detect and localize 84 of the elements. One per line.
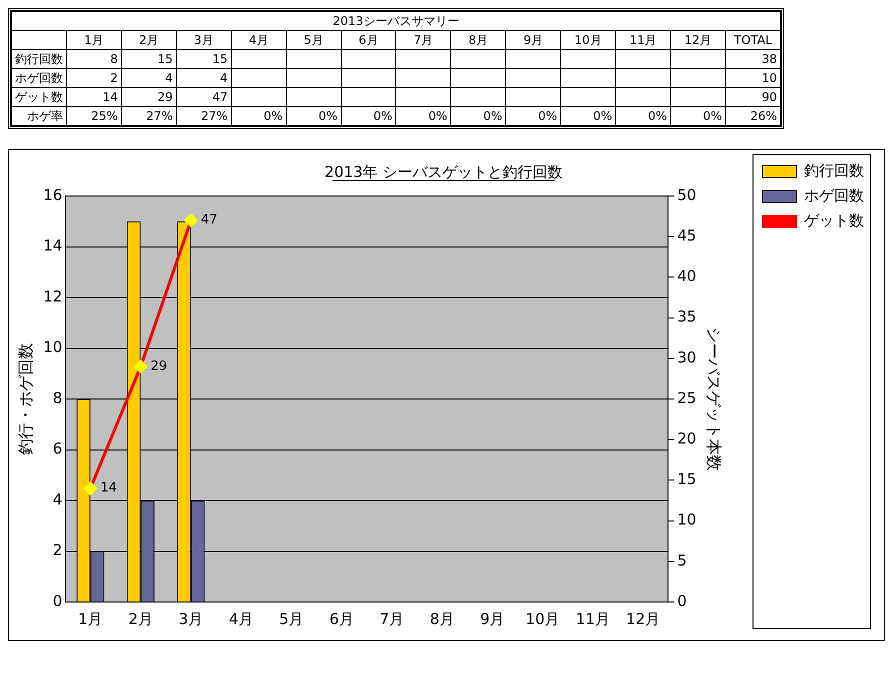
x-tick-label: 12月 [626, 610, 660, 628]
y2-tick-label: 40 [677, 267, 696, 286]
data-label: 26% [725, 106, 780, 126]
data-label: 0% [450, 106, 506, 126]
chart-title: 2013シーバスサマリー [12, 12, 780, 30]
x-tick-label: 8月 [430, 610, 454, 628]
y2-tick-label: 35 [677, 308, 696, 326]
data-label: 0% [670, 106, 726, 126]
y-tick-label: 2 [52, 541, 62, 560]
y-tick-label: 釣行回数 [12, 50, 66, 68]
x-tick-label: 3月 [178, 610, 204, 628]
x-tick-label: 5月 [286, 30, 342, 50]
x-tick-label: 1月 [66, 30, 122, 50]
y2-tick-label: 50 [677, 186, 696, 204]
data-label: 0% [506, 106, 561, 126]
x-tick-label: 9月 [480, 610, 505, 628]
data-label: 15 [176, 50, 232, 68]
data-label: 0% [396, 106, 451, 126]
data-label: 4 [121, 68, 176, 88]
y-tick-label: 12 [43, 287, 62, 306]
y-tick-label: ホゲ回数 [12, 68, 66, 88]
data-label: 29 [150, 358, 168, 374]
y-tick-label: 10 [43, 338, 62, 356]
x-tick-label: 3月 [176, 30, 232, 50]
x-tick-label: 12月 [670, 30, 726, 50]
y2-tick-label: 5 [677, 551, 687, 570]
data-label: 0% [616, 106, 671, 126]
x-tick-label: 10月 [560, 30, 616, 50]
y2-tick-label: 15 [677, 470, 696, 488]
y2-tick-label: 10 [677, 510, 696, 529]
y2-tick-label: 20 [677, 429, 696, 448]
x-tick-label: 7月 [380, 610, 404, 628]
data-label: 27% [176, 106, 232, 126]
chart-title: 2013年 シーバスゲットと釣行回数 [324, 162, 562, 181]
y2-tick-label: 0 [677, 592, 687, 610]
y-tick-label: ホゲ率 [12, 106, 66, 126]
legend-label: 釣行回数 [804, 161, 864, 180]
x-tick-label: 2月 [121, 30, 176, 50]
y-tick-label: 8 [52, 388, 62, 407]
data-label: 4 [176, 68, 232, 88]
y-axis-title: 釣行・ホゲ回数 [16, 343, 35, 455]
legend-label: ゲット数 [804, 211, 864, 230]
y2-axis-title: シーバスゲット本数 [704, 327, 724, 471]
data-label: 0% [286, 106, 342, 126]
y-tick-label: 6 [52, 440, 62, 458]
y2-tick-label: 30 [677, 348, 696, 366]
data-label: 8 [66, 50, 122, 68]
data-label: 90 [725, 88, 780, 106]
x-tick-label: 10月 [526, 610, 560, 628]
x-tick-label: 9月 [506, 30, 561, 50]
data-label: 0% [560, 106, 616, 126]
data-label: 47 [200, 212, 218, 228]
data-label: 25% [66, 106, 122, 126]
data-label: 2 [66, 68, 122, 88]
data-label: 15 [121, 50, 176, 68]
data-label: 14 [100, 480, 117, 496]
x-tick-label: 11月 [576, 610, 610, 628]
data-label: 10 [725, 68, 780, 88]
x-tick-label: 1月 [78, 610, 103, 628]
y-tick-label: 14 [43, 236, 62, 255]
y2-tick-label: 45 [677, 226, 696, 244]
data-label: 0% [231, 106, 286, 126]
x-tick-label: 8月 [450, 30, 506, 50]
y-tick-label: 16 [43, 186, 62, 204]
x-tick-label: 4月 [228, 610, 254, 628]
x-tick-label: 2月 [128, 610, 153, 628]
data-label: 14 [66, 88, 122, 106]
data-label: 47 [176, 88, 232, 106]
y2-tick-label: 25 [677, 388, 696, 407]
y-tick-label: 4 [52, 490, 62, 508]
y-tick-label: 0 [52, 592, 62, 610]
data-label: 27% [121, 106, 176, 126]
legend-label: ホゲ回数 [804, 186, 864, 204]
data-label: 0% [341, 106, 396, 126]
x-tick-label: 7月 [396, 30, 451, 50]
data-label: 29 [121, 88, 176, 106]
x-tick-label: 6月 [341, 30, 396, 50]
data-label: 38 [725, 50, 780, 68]
x-tick-label: 4月 [231, 30, 286, 50]
x-tick-label: 6月 [329, 610, 354, 628]
x-tick-label: 11月 [616, 30, 671, 50]
x-tick-label: 5月 [279, 610, 304, 628]
x-tick-label: TOTAL [725, 30, 780, 50]
y-tick-label: ゲット数 [12, 88, 66, 106]
